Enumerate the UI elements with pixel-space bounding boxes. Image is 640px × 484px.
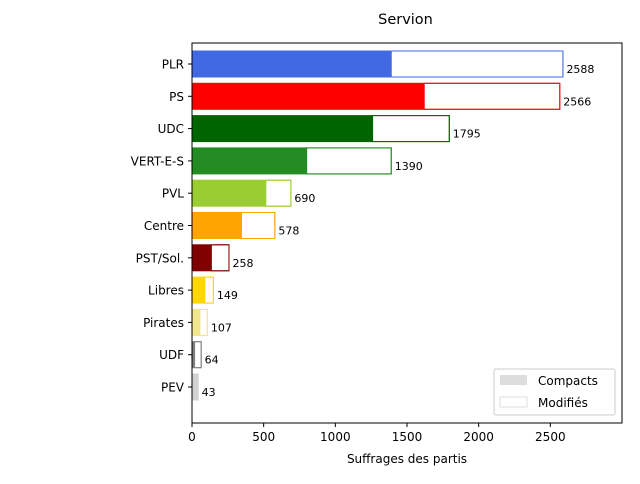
y-tick-label-pvl: PVL bbox=[162, 187, 184, 201]
bar-modifies-libres bbox=[204, 276, 214, 304]
y-axis-ticks: PLR PS UDC VERT-E-S PVL Centre PST/Sol. Libres P… bbox=[131, 58, 192, 395]
legend-swatch-modifies bbox=[499, 396, 528, 408]
data-label-ps: 2566 bbox=[563, 95, 591, 108]
chart-title: Servion bbox=[378, 12, 433, 28]
x-tick-label-2000: 2000 bbox=[463, 430, 494, 444]
data-label-centre: 578 bbox=[278, 225, 299, 238]
y-tick-label-ps: PS bbox=[169, 90, 184, 104]
data-label-pst-sol: 258 bbox=[232, 257, 253, 270]
x-tick-label-1000: 1000 bbox=[320, 430, 351, 444]
y-tick-label-pev: PEV bbox=[161, 381, 185, 395]
y-tick-label-udc: UDC bbox=[158, 122, 184, 136]
bar-modifies-udf bbox=[194, 341, 202, 369]
x-tick-label-0: 0 bbox=[188, 430, 196, 444]
x-tick-label-1500: 1500 bbox=[392, 430, 423, 444]
plot-frame bbox=[191, 42, 623, 424]
bar-compacts-libres bbox=[192, 277, 205, 304]
x-axis-label: Suffrages des partis bbox=[347, 452, 467, 466]
bar-compacts-udf bbox=[192, 341, 195, 368]
data-label-plr: 2588 bbox=[566, 63, 594, 76]
data-label-pev: 43 bbox=[202, 386, 216, 399]
data-label-udf: 64 bbox=[205, 354, 219, 367]
bar-compacts-plr bbox=[192, 51, 392, 77]
bar-compacts-vert-e-s bbox=[192, 147, 307, 174]
legend-swatch-compacts bbox=[500, 375, 527, 385]
bar-compacts-pev bbox=[192, 374, 199, 400]
data-label-pirates: 107 bbox=[211, 321, 232, 334]
y-tick-label-pst-sol: PST/Sol. bbox=[136, 251, 184, 265]
bar-compacts-centre bbox=[192, 212, 242, 239]
x-tick-label-2500: 2500 bbox=[535, 430, 566, 444]
bar-modifies-udc bbox=[372, 115, 450, 143]
legend-label-modifies: Modifiés bbox=[538, 396, 588, 410]
bar-compacts-pst-sol bbox=[192, 244, 212, 271]
bar-compacts-pvl bbox=[192, 180, 266, 207]
bar-compacts-ps bbox=[192, 83, 425, 110]
data-label-libres: 149 bbox=[217, 289, 238, 302]
bar-modifies-pvl bbox=[265, 179, 292, 207]
bar-compacts-pirates bbox=[192, 309, 200, 336]
y-tick-label-vert-e-s: VERT-E-S bbox=[131, 154, 184, 168]
bar-modifies-pst-sol bbox=[210, 244, 230, 272]
data-label-udc: 1795 bbox=[453, 128, 481, 141]
data-label-pvl: 690 bbox=[294, 192, 315, 205]
x-axis-ticks: 0 500 1000 1500 2000 2500 bbox=[188, 423, 566, 444]
bar-modifies-centre bbox=[240, 212, 276, 239]
y-tick-label-pirates: Pirates bbox=[143, 316, 184, 330]
bar-modifies-vert-e-s bbox=[306, 147, 392, 175]
y-tick-label-libres: Libres bbox=[148, 284, 184, 298]
bar-modifies-plr bbox=[390, 50, 564, 78]
y-tick-label-udf: UDF bbox=[159, 348, 184, 362]
bar-modifies-pirates bbox=[199, 308, 208, 336]
legend-label-compacts: Compacts bbox=[538, 374, 598, 388]
bar-modifies-ps bbox=[423, 82, 561, 110]
y-tick-label-centre: Centre bbox=[144, 219, 184, 233]
bar-compacts-udc bbox=[192, 115, 373, 142]
legend: Compacts Modifiés bbox=[493, 368, 616, 416]
x-tick-label-500: 500 bbox=[252, 430, 275, 444]
bars-layer: 2588 2566 1795 1390 690 578 258 149 107 64 43 bbox=[191, 50, 594, 401]
y-tick-label-plr: PLR bbox=[162, 58, 184, 72]
data-label-vert-e-s: 1390 bbox=[395, 160, 423, 173]
